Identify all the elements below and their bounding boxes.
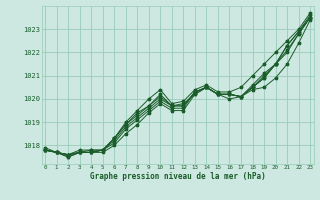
X-axis label: Graphe pression niveau de la mer (hPa): Graphe pression niveau de la mer (hPa): [90, 172, 266, 181]
